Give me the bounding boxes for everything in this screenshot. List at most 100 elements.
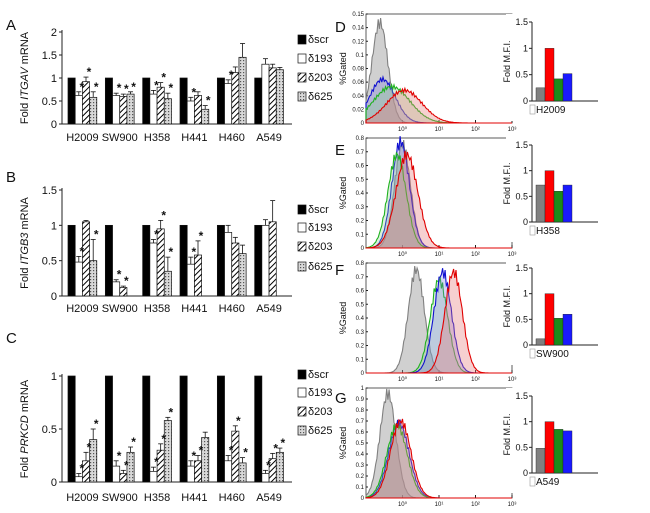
y-tick-label: 0 (361, 496, 365, 502)
significance-star: * (87, 440, 92, 454)
bar-b-h460-2 (231, 242, 240, 297)
x-tick-label: 10⁰ (398, 251, 408, 258)
y-tick-label: 0.3 (356, 463, 365, 469)
bar-a-h358-2 (156, 86, 165, 125)
legend-label: δ193 (308, 222, 332, 234)
category-label: H460 (219, 303, 245, 315)
x-tick-label: 10³ (508, 502, 517, 508)
y-tick-label: 1 (361, 386, 365, 392)
x-tick-label: 10⁰ (398, 376, 408, 383)
bar-b-h460-3 (238, 253, 247, 297)
category-label: SW900 (102, 492, 138, 504)
y-tick-label: 0.2 (356, 219, 365, 225)
y-tick-label: 0.9 (356, 397, 365, 403)
y-axis-label-prefix: Fold (19, 100, 31, 124)
legend-label: δscr (308, 204, 329, 216)
bar-c-h441-0 (179, 375, 188, 483)
category-label: H460 (219, 492, 245, 504)
y-axis-label: Fold ITGB3 mRNA (19, 196, 31, 288)
significance-star: * (161, 71, 166, 85)
bar-c-sw900-0 (104, 375, 113, 483)
y-tick-label: 0.1 (356, 485, 365, 491)
y-axis-label-prefix: Fold (19, 264, 31, 288)
mfi-bar-0 (535, 448, 546, 474)
significance-star: * (281, 436, 286, 450)
significance-star: * (154, 455, 159, 469)
y-tick-label: 0.15 (352, 12, 364, 18)
x-tick-label: 10³ (508, 252, 517, 258)
mfi-inset-f: 0 0.5 1 1.5 Fold M.F.I. SW900 (502, 260, 604, 365)
legend-swatch (297, 34, 307, 45)
category-label: H2009 (66, 492, 98, 504)
mfi-y-tick-label: 1 (523, 289, 528, 299)
bar-b-sw900-2 (119, 287, 128, 297)
bar-c-a549-0 (254, 375, 263, 483)
bar-c-h358-1 (149, 471, 158, 483)
x-tick-label: 10¹ (435, 502, 444, 508)
x-tick-label: 10² (471, 252, 480, 258)
legend-swatch (297, 406, 307, 417)
y-tick-label: 0.1 (356, 53, 365, 59)
histogram-panels: 0.150.140.120.10.080.060.040.020%Gated10… (338, 12, 604, 508)
mfi-y-tick-label: 0.5 (515, 442, 528, 452)
bar-c-h441-1 (186, 465, 195, 483)
bar-b-a549-2 (268, 221, 277, 297)
legend-label: δ203 (308, 72, 332, 84)
y-tick-label: 0 (361, 371, 365, 377)
y-tick-label: 0.1 (356, 357, 365, 363)
bar-a-h358-0 (142, 77, 151, 125)
mfi-y-tick-label: 0 (523, 217, 528, 227)
significance-star: * (154, 227, 159, 241)
histogram-curve-red (366, 268, 512, 374)
mfi-y-tick-label: 1 (523, 43, 528, 53)
y-tick-label: 0.6 (356, 289, 365, 295)
bar-b-h2009-0 (67, 224, 76, 297)
bar-b-h441-0 (179, 224, 188, 297)
significance-star: * (94, 227, 99, 241)
y-tick-label: 0 (51, 119, 57, 131)
mfi-inset-g: 0 0.5 1 1.5 Fold M.F.I. A549 (502, 388, 604, 493)
y-tick-label: 0.7 (356, 275, 365, 281)
mfi-bar-1 (544, 170, 555, 223)
cell-line-box (529, 348, 536, 359)
panel-letter-d: D (335, 19, 346, 36)
mfi-bar-0 (535, 87, 546, 102)
histogram-f: 0.8 0.7 0.6 0.5 0.4 0.3 0.2 0.1 0 %Gated 10⁰ 10¹ 10²… (338, 260, 604, 383)
legend-swatch (297, 72, 307, 83)
y-tick-label: 0.2 (356, 344, 365, 350)
y-tick-label: 0.8 (356, 136, 365, 142)
legend-swatch (297, 241, 307, 252)
significance-star: * (94, 417, 99, 431)
bar-chart-b: 0 0.5 1 1.5 Fold ITGB3 mRNA H2009 SW900 H358 H44… (19, 185, 332, 315)
bar-b-h2009-1 (74, 261, 83, 297)
y-axis-label-suffix: mRNA (19, 379, 31, 415)
y-tick-label: 1 (51, 73, 57, 85)
bar-c-h2009-0 (67, 375, 76, 483)
significance-star: * (169, 245, 174, 259)
panel-letter-b: B (6, 169, 16, 186)
bar-a-h441-0 (179, 77, 188, 125)
significance-star: * (131, 435, 136, 449)
y-tick-label: 0 (361, 246, 365, 252)
mfi-inset-background (506, 14, 604, 121)
significance-star: * (161, 432, 166, 446)
bar-b-h441-2 (194, 254, 202, 297)
category-label: A549 (256, 492, 282, 504)
histogram-e: 0.8 0.7 0.6 0.5 0.4 0.3 0.2 0.1 0 %Gated 10⁰ 10¹ 10²… (338, 136, 604, 258)
y-tick-label: 0.5 (356, 177, 365, 183)
significance-star: * (124, 82, 129, 96)
mfi-y-tick-label: 1.5 (515, 17, 528, 27)
legend-swatch (297, 204, 307, 215)
mfi-y-tick-label: 1.5 (515, 140, 528, 150)
bar-c-sw900-2 (119, 473, 128, 483)
mfi-bar-3 (562, 314, 573, 346)
significance-star: * (199, 229, 204, 243)
mfi-y-tick-label: 0.5 (515, 70, 528, 80)
panel-letter-g: G (335, 390, 347, 407)
bar-b-h460-0 (216, 224, 225, 297)
legend-label: δ625 (308, 261, 332, 273)
bar-a-h358-3 (163, 98, 172, 125)
category-label: H441 (181, 492, 207, 504)
y-axis-label-suffix: mRNA (19, 196, 31, 232)
bar-chart-c: 0 0.5 1 Fold PRKCD mRNA H2009 SW900 H358 H441 H4… (19, 369, 332, 504)
